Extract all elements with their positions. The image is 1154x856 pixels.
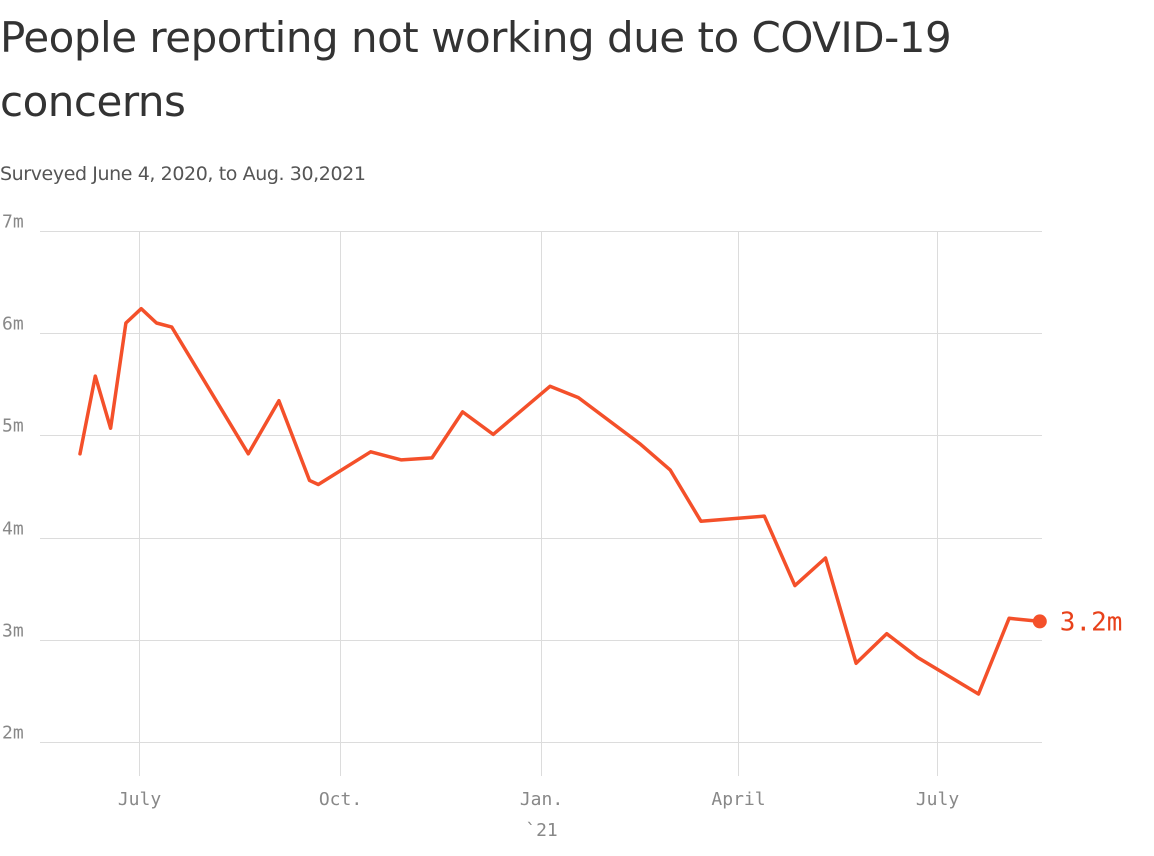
x-gridlines bbox=[139, 231, 938, 776]
y-axis-labels: 2m 3m 4m 5m 6m 7m bbox=[2, 212, 24, 744]
chart-subtitle: Surveyed June 4, 2020, to Aug. 30,2021 bbox=[0, 163, 366, 185]
x-tick-label: Oct. bbox=[319, 789, 362, 810]
x-tick-sublabel: `21 bbox=[525, 820, 558, 841]
x-tick-label: July bbox=[916, 789, 960, 810]
x-tick-label: April bbox=[711, 789, 765, 810]
y-tick-label: 5m bbox=[2, 416, 24, 437]
y-tick-label: 7m bbox=[2, 212, 24, 233]
x-tick-label: Jan. bbox=[520, 789, 563, 810]
chart-title: People reporting not working due to COVI… bbox=[0, 13, 952, 126]
x-tick-label: July bbox=[118, 789, 162, 810]
end-value-label: 3.2m bbox=[1060, 607, 1123, 637]
y-tick-label: 3m bbox=[2, 621, 24, 642]
x-axis-labels: July Oct. Jan. `21 April July bbox=[118, 789, 960, 841]
y-tick-label: 6m bbox=[2, 314, 24, 335]
end-point-marker bbox=[1032, 614, 1047, 629]
y-tick-label: 2m bbox=[2, 723, 24, 744]
y-tick-label: 4m bbox=[2, 519, 24, 540]
series-line bbox=[78, 306, 1042, 696]
series-layer bbox=[78, 306, 1042, 696]
end-label-layer: 3.2m bbox=[1032, 607, 1123, 637]
